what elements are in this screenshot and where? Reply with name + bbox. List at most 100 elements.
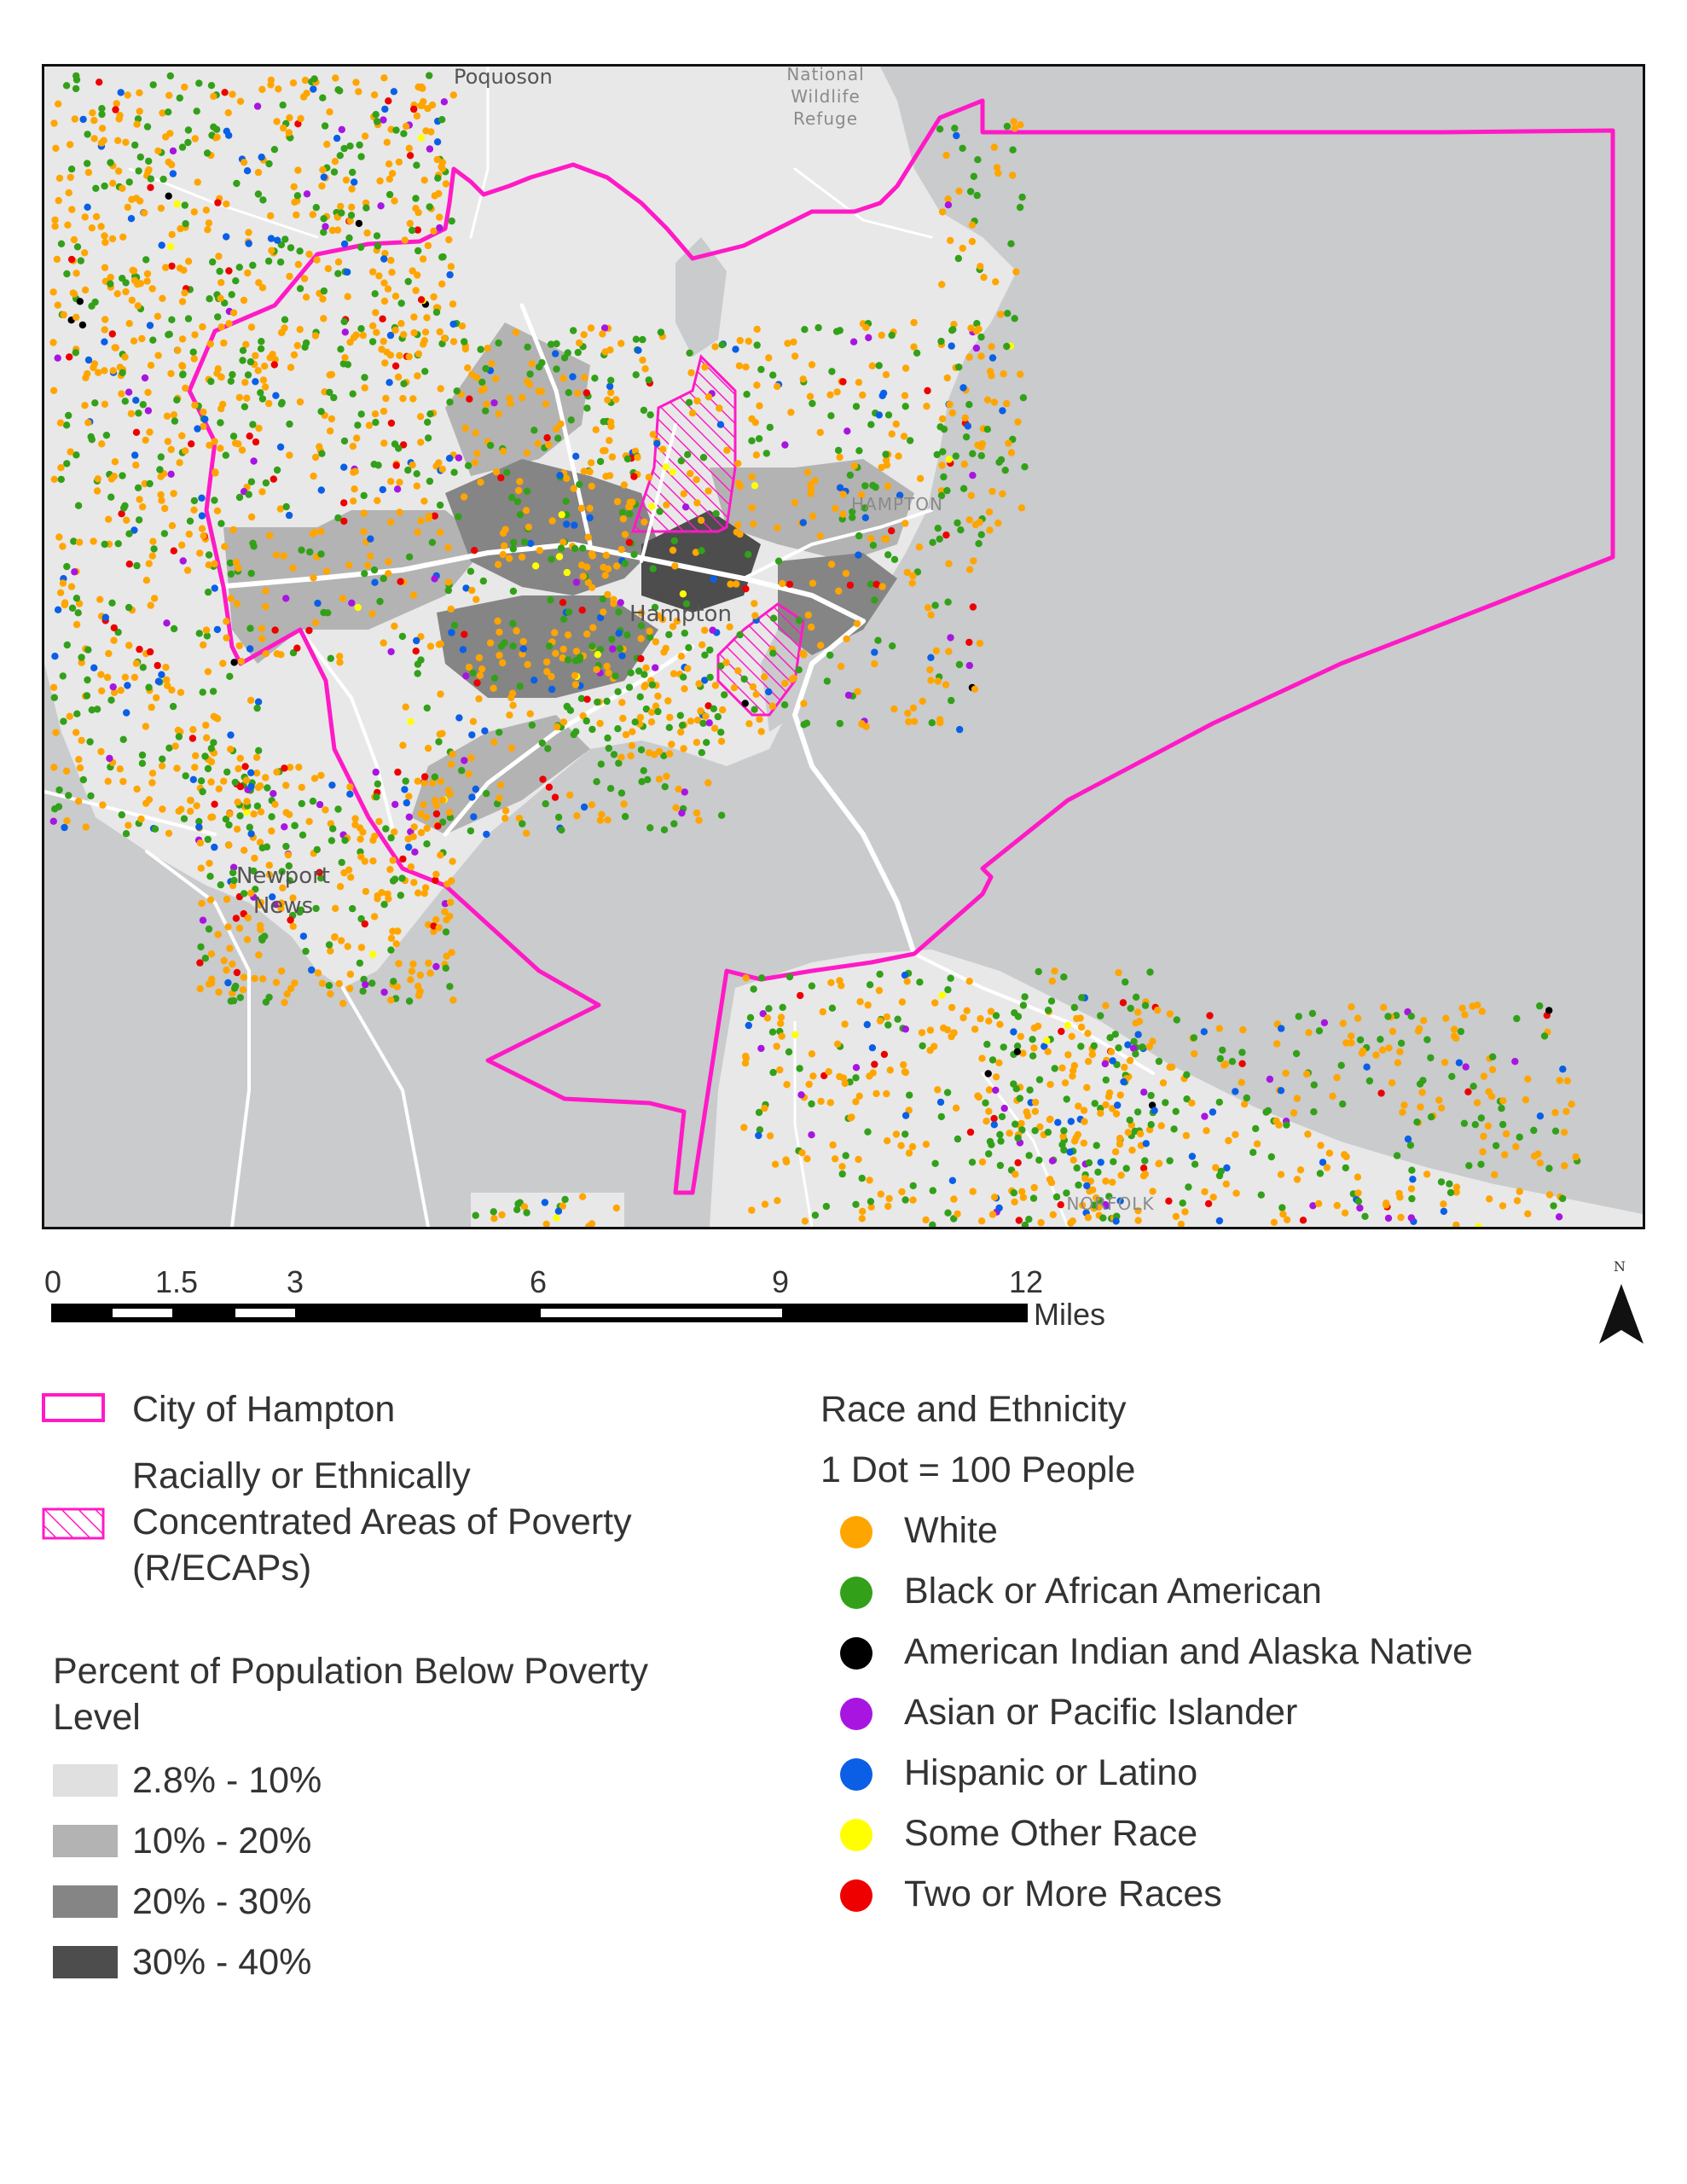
population-dot — [146, 479, 154, 488]
population-dot — [632, 335, 641, 343]
population-dot — [721, 691, 728, 699]
population-dot — [559, 718, 568, 726]
population-dot — [878, 463, 885, 472]
population-dot — [241, 846, 248, 854]
population-dot — [98, 105, 106, 113]
population-dot — [600, 324, 609, 332]
population-dot — [646, 627, 653, 636]
population-dot — [519, 393, 526, 402]
population-dot — [124, 91, 131, 99]
population-dot — [1407, 1214, 1416, 1222]
population-dot — [203, 149, 212, 157]
population-dot — [327, 654, 334, 662]
population-dot — [1385, 1044, 1393, 1052]
population-dot — [548, 555, 555, 563]
population-dot — [1067, 1118, 1075, 1125]
population-dot — [417, 439, 425, 446]
population-dot — [868, 1044, 877, 1052]
population-dot — [240, 159, 248, 166]
population-dot — [125, 178, 133, 186]
population-dot — [101, 367, 108, 375]
population-dot — [654, 707, 662, 716]
population-dot — [144, 167, 152, 175]
population-dot — [148, 285, 156, 293]
population-dot — [716, 404, 723, 412]
population-dot — [398, 874, 406, 882]
population-dot — [146, 428, 154, 436]
population-dot — [410, 105, 418, 113]
population-dot — [649, 565, 657, 572]
population-dot — [258, 338, 265, 346]
population-dot — [804, 611, 812, 619]
population-dot — [207, 950, 216, 958]
population-dot — [448, 217, 455, 225]
population-dot — [247, 323, 256, 331]
population-dot — [1446, 1188, 1455, 1197]
population-dot — [900, 433, 908, 440]
population-dot — [250, 867, 258, 875]
population-dot — [577, 504, 586, 512]
population-dot — [389, 927, 397, 935]
population-dot — [849, 508, 856, 516]
population-dot — [239, 357, 246, 364]
population-dot — [554, 434, 562, 442]
population-dot — [158, 671, 165, 678]
population-dot — [319, 295, 327, 303]
population-dot — [420, 890, 428, 897]
population-dot — [432, 870, 440, 878]
population-dot — [723, 446, 731, 454]
population-dot — [252, 770, 261, 777]
population-dot — [289, 922, 297, 930]
population-dot — [1109, 1105, 1116, 1112]
population-dot — [515, 815, 524, 822]
population-dot — [326, 108, 333, 116]
population-dot — [1105, 1193, 1113, 1200]
population-dot — [957, 526, 965, 534]
population-dot — [311, 619, 320, 626]
population-dot — [871, 659, 878, 668]
population-dot — [1469, 1002, 1476, 1010]
population-dot — [969, 472, 977, 479]
population-dot — [1498, 1105, 1505, 1112]
population-dot — [84, 203, 91, 211]
population-dot — [386, 331, 395, 340]
population-dot — [72, 270, 80, 277]
population-dot — [179, 557, 187, 565]
population-dot — [67, 173, 74, 182]
population-dot — [808, 1131, 815, 1139]
population-dot — [1363, 1063, 1371, 1071]
population-dot — [1017, 1032, 1025, 1041]
population-dot — [1075, 1102, 1082, 1110]
population-dot — [170, 624, 178, 633]
population-dot — [363, 229, 371, 237]
population-dot — [199, 787, 206, 796]
population-dot — [1290, 1109, 1298, 1117]
population-dot — [940, 473, 948, 481]
population-dot — [1147, 1091, 1155, 1100]
population-dot — [393, 485, 402, 493]
population-dot — [62, 82, 71, 90]
population-dot — [701, 363, 709, 371]
population-dot — [1085, 1159, 1093, 1167]
population-dot — [1106, 1034, 1114, 1042]
population-dot — [380, 116, 387, 124]
population-dot — [1491, 1170, 1499, 1179]
legend-dot-black — [840, 1577, 872, 1609]
population-dot — [243, 394, 251, 402]
population-dot — [335, 979, 343, 988]
population-dot — [872, 1089, 880, 1098]
population-dot — [640, 767, 647, 775]
population-dot — [656, 508, 664, 515]
population-dot — [130, 526, 138, 534]
population-dot — [1068, 1032, 1075, 1041]
population-dot — [376, 177, 384, 185]
population-dot — [1223, 1164, 1231, 1172]
population-dot — [50, 119, 58, 127]
population-dot — [623, 455, 632, 463]
population-dot — [153, 694, 160, 702]
population-dot — [226, 672, 234, 680]
population-dot — [215, 988, 223, 996]
population-dot — [410, 313, 418, 321]
population-dot — [645, 473, 653, 481]
legend-recap-line3: (R/ECAPs) — [132, 1548, 312, 1589]
